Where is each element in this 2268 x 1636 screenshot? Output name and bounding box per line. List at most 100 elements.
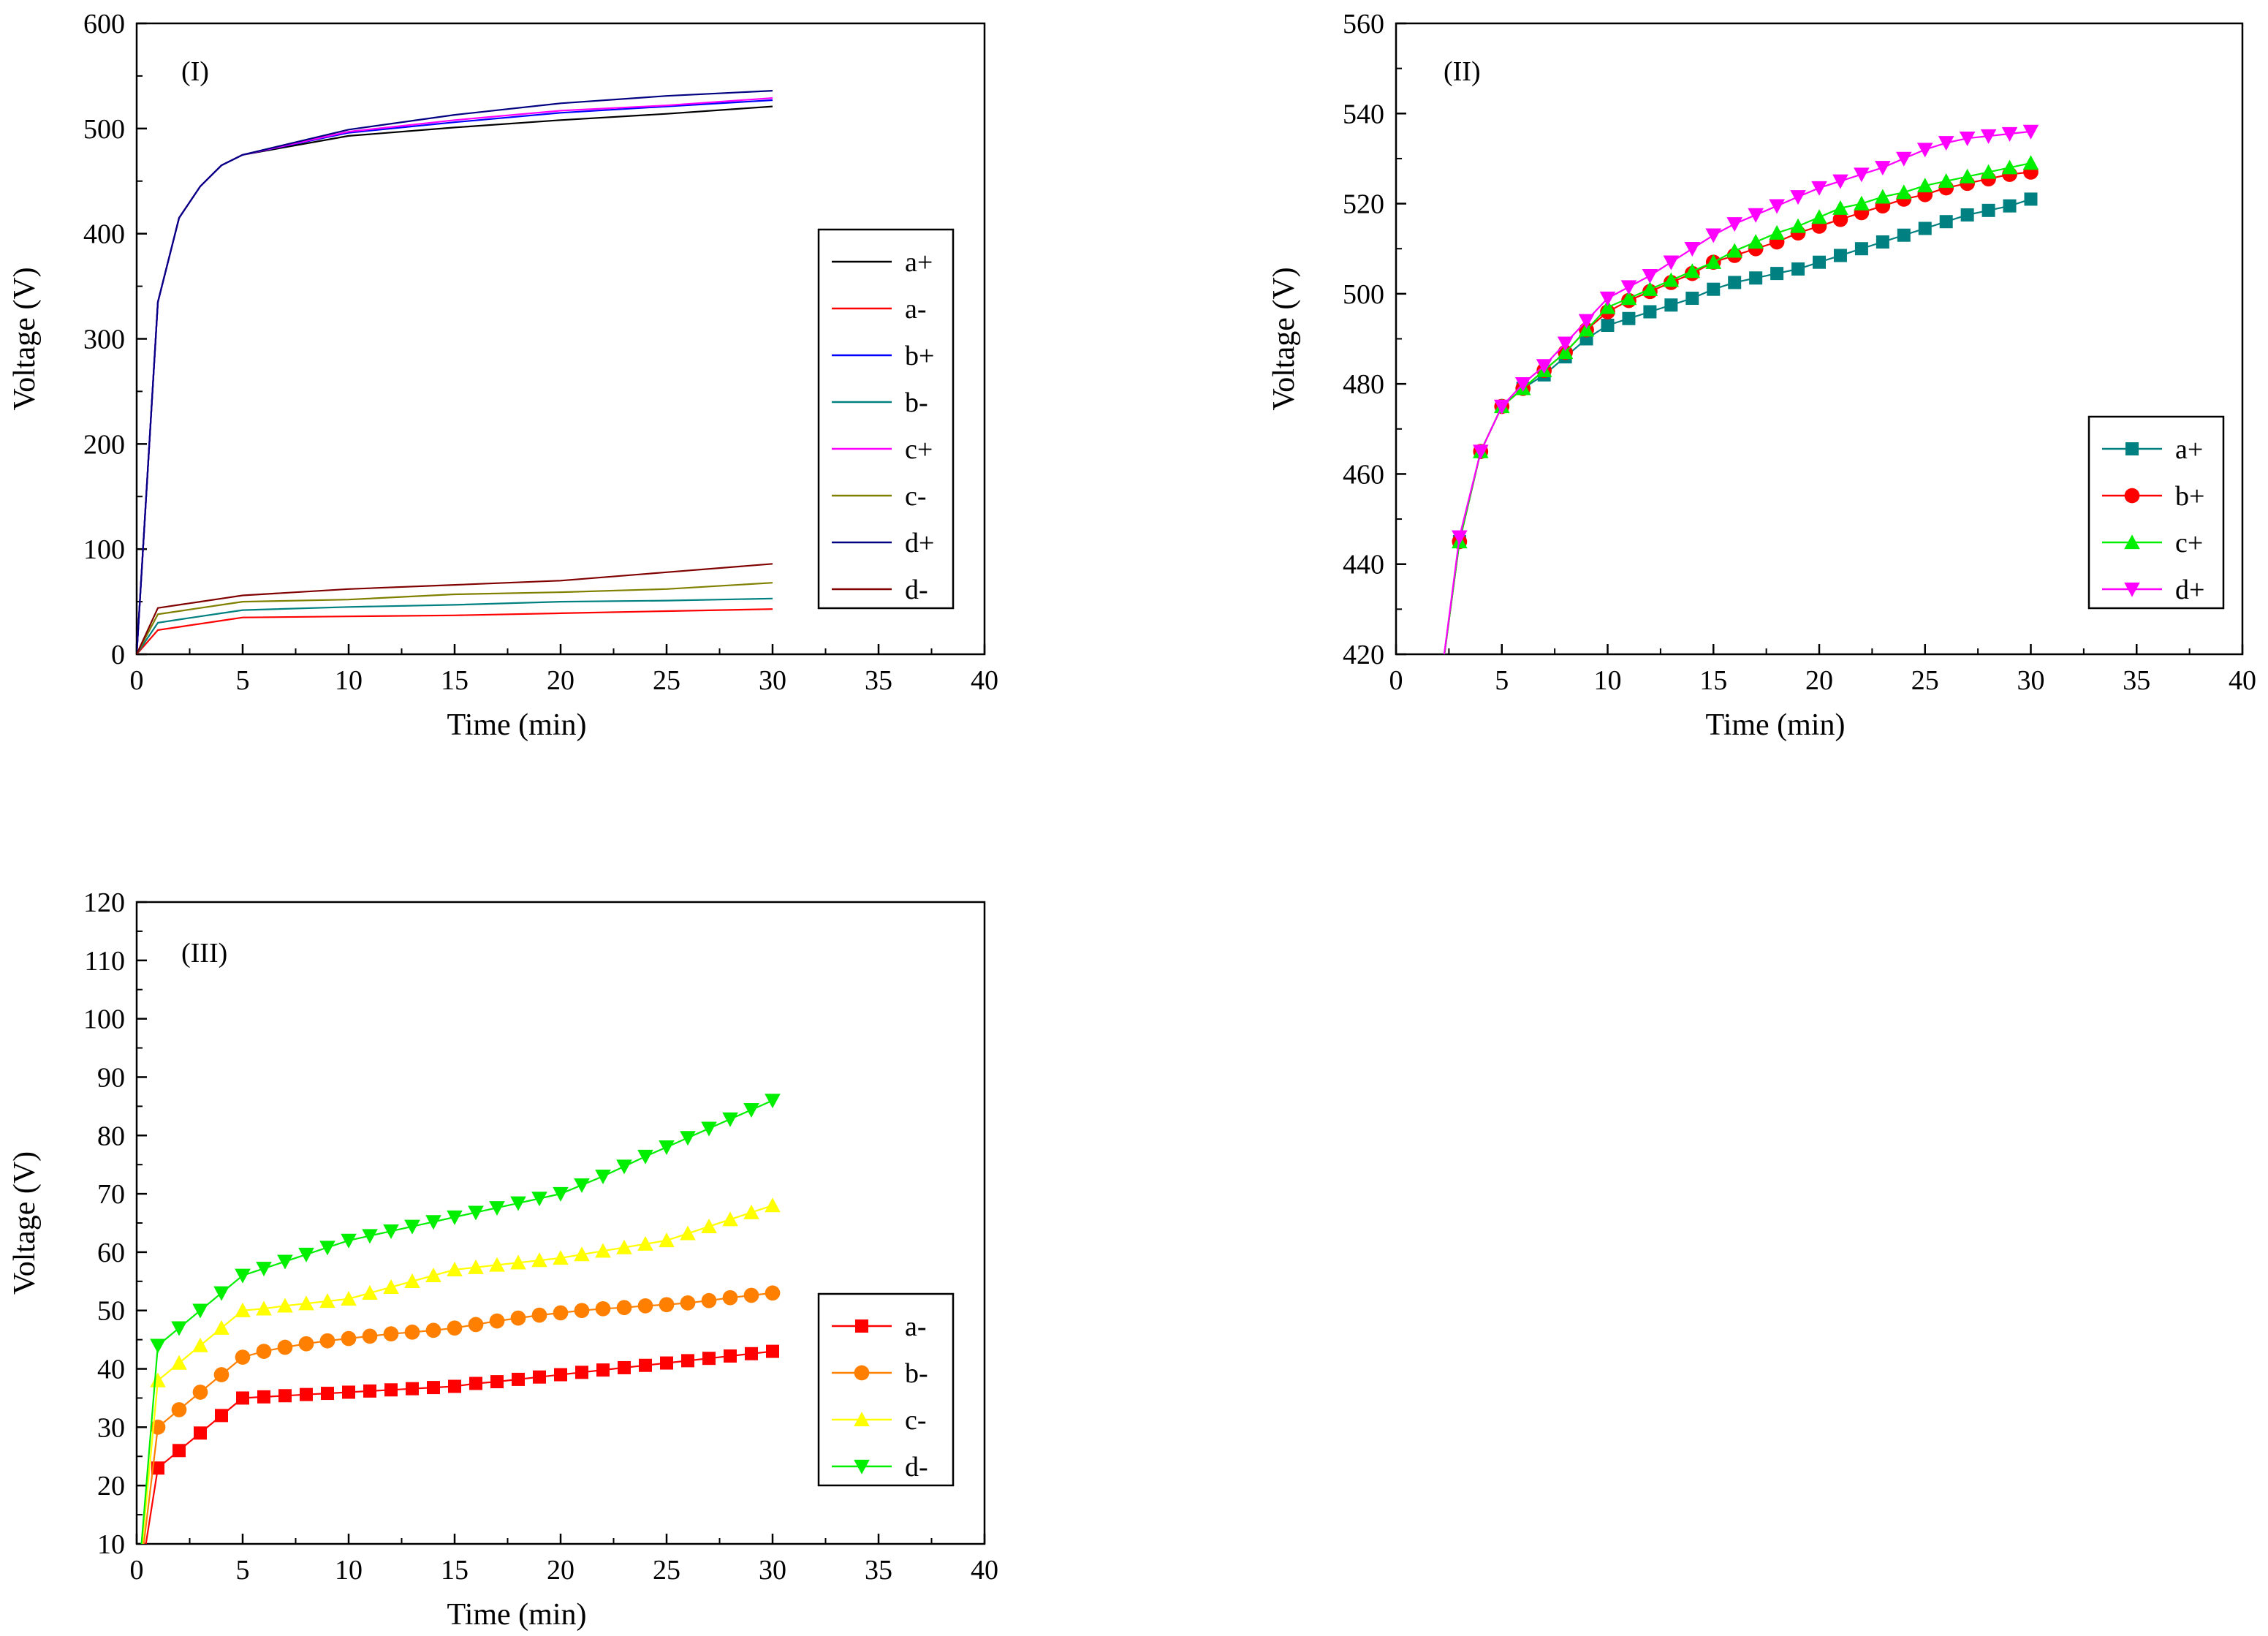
data-point-c- bbox=[447, 1262, 463, 1277]
data-point-c- bbox=[341, 1290, 357, 1306]
data-point-b- bbox=[468, 1317, 484, 1333]
y-tick-label: 420 bbox=[1343, 640, 1384, 670]
y-tick-label: 100 bbox=[83, 534, 125, 565]
x-tick-label: 40 bbox=[2229, 665, 2256, 696]
legend: a+ a-b+ b-c+ c-d+ d- bbox=[817, 228, 955, 610]
y-tick-label: 440 bbox=[1343, 550, 1384, 580]
data-point-a+ bbox=[1939, 215, 1953, 229]
series-line-d- bbox=[140, 1099, 773, 1544]
data-point-d- bbox=[701, 1121, 717, 1137]
legend-box bbox=[817, 228, 955, 610]
data-point-a- bbox=[554, 1368, 567, 1382]
data-point-d+ bbox=[1896, 151, 1912, 167]
data-point-c- bbox=[595, 1243, 611, 1258]
data-point-a+ bbox=[1897, 228, 1911, 242]
data-point-c- bbox=[489, 1257, 505, 1272]
data-point-d+ bbox=[1663, 255, 1680, 270]
data-point-c+ bbox=[1896, 184, 1912, 200]
data-point-a+ bbox=[1833, 249, 1847, 262]
x-tick-label: 30 bbox=[759, 1555, 786, 1586]
data-point-a+ bbox=[1622, 311, 1636, 325]
data-point-a- bbox=[151, 1461, 164, 1475]
data-point-a- bbox=[300, 1387, 313, 1401]
x-tick-label: 40 bbox=[971, 665, 998, 696]
data-point-d+ bbox=[1599, 291, 1616, 306]
legend-label: d- bbox=[905, 575, 928, 605]
x-tick-label: 5 bbox=[1495, 665, 1509, 696]
x-tick-label: 0 bbox=[130, 665, 144, 696]
series-line-a- bbox=[137, 608, 773, 654]
data-point-b- bbox=[680, 1295, 696, 1311]
legend-marker bbox=[2124, 534, 2140, 550]
data-point-a- bbox=[363, 1384, 376, 1398]
data-point-a- bbox=[321, 1387, 334, 1401]
data-point-c+ bbox=[1599, 299, 1616, 314]
data-point-a+ bbox=[1813, 255, 1826, 269]
data-point-d- bbox=[447, 1210, 463, 1225]
data-point-b- bbox=[659, 1297, 675, 1313]
y-axis-title: Voltage (V) bbox=[8, 267, 42, 410]
y-tick-label: 300 bbox=[83, 325, 125, 355]
data-point-a+ bbox=[1876, 235, 1889, 249]
data-point-a- bbox=[257, 1390, 270, 1404]
legend-marker bbox=[854, 1365, 870, 1381]
data-point-d- bbox=[150, 1338, 166, 1354]
data-point-b- bbox=[383, 1326, 399, 1342]
data-point-a- bbox=[172, 1444, 186, 1458]
data-point-d+ bbox=[1557, 336, 1574, 352]
data-point-c- bbox=[637, 1235, 653, 1251]
data-point-d+ bbox=[1473, 444, 1489, 460]
data-point-a- bbox=[384, 1383, 398, 1397]
panel-iii: 0 5 10 15 20 25 30 35 40 10 20 30 40 50 60 70 80 90 100 110… bbox=[8, 887, 998, 1632]
data-point-d- bbox=[574, 1178, 590, 1193]
data-point-c- bbox=[362, 1284, 378, 1300]
data-point-c+ bbox=[1620, 290, 1637, 306]
y-tick-label: 520 bbox=[1343, 189, 1384, 220]
y-tick-label: 120 bbox=[83, 887, 125, 918]
data-point-c- bbox=[235, 1302, 251, 1317]
data-point-a- bbox=[618, 1360, 631, 1374]
data-point-b- bbox=[171, 1402, 187, 1417]
panel-label: (III) bbox=[181, 938, 227, 969]
data-point-c+ bbox=[1938, 173, 1954, 188]
series-line-c- bbox=[137, 582, 773, 654]
data-point-a+ bbox=[1960, 208, 1974, 221]
data-point-c+ bbox=[1726, 243, 1742, 258]
data-point-d- bbox=[510, 1196, 526, 1211]
data-point-d- bbox=[637, 1149, 653, 1164]
y-tick-label: 30 bbox=[97, 1412, 125, 1443]
data-point-b- bbox=[341, 1330, 357, 1347]
data-point-c+ bbox=[1790, 218, 1806, 233]
data-point-b+ bbox=[1832, 211, 1848, 227]
data-point-d+ bbox=[1536, 359, 1552, 374]
y-tick-label: 0 bbox=[111, 640, 125, 670]
y-tick-label: 400 bbox=[83, 219, 125, 250]
legend-marker bbox=[855, 1319, 868, 1333]
data-point-c- bbox=[192, 1337, 208, 1352]
data-point-b- bbox=[743, 1287, 759, 1303]
legend-label: c+ bbox=[905, 434, 933, 465]
legend-label: b- bbox=[905, 1358, 928, 1389]
data-point-d- bbox=[425, 1215, 441, 1230]
data-point-a- bbox=[724, 1349, 737, 1363]
data-point-a- bbox=[215, 1409, 228, 1423]
data-point-b- bbox=[425, 1322, 441, 1338]
y-tick-label: 600 bbox=[83, 9, 125, 39]
x-tick-label: 0 bbox=[1389, 665, 1403, 696]
data-point-c- bbox=[277, 1298, 293, 1313]
data-point-b- bbox=[553, 1305, 569, 1321]
x-tick-label: 10 bbox=[335, 1555, 363, 1586]
data-point-d+ bbox=[1452, 530, 1468, 545]
data-point-b- bbox=[701, 1292, 717, 1309]
data-point-c- bbox=[659, 1232, 675, 1248]
data-point-a- bbox=[702, 1352, 716, 1366]
x-axis-title: Time (min) bbox=[447, 1598, 587, 1632]
data-point-d- bbox=[722, 1112, 738, 1127]
series-line-d- bbox=[137, 563, 773, 654]
data-point-a- bbox=[533, 1370, 546, 1384]
x-tick-label: 5 bbox=[236, 1555, 250, 1586]
data-point-d- bbox=[743, 1102, 759, 1118]
data-point-d- bbox=[192, 1303, 208, 1319]
data-point-b- bbox=[447, 1320, 463, 1336]
